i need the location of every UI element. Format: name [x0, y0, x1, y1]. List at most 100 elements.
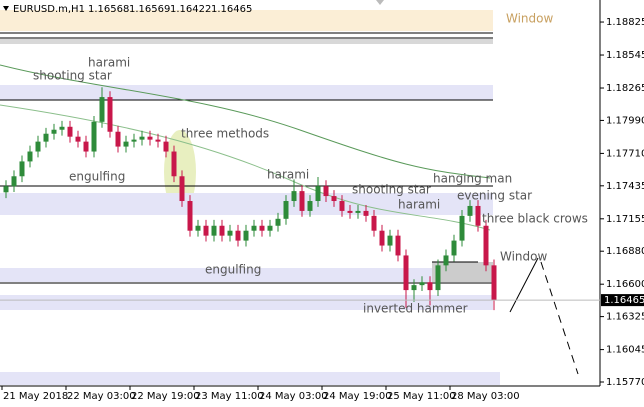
candle-body	[219, 225, 225, 236]
candle-body	[475, 205, 481, 226]
menu-arrow[interactable]	[3, 6, 9, 11]
y-tick-label: 1.16880	[606, 246, 644, 257]
candle-body	[171, 151, 177, 177]
y-tick-label: 1.18545	[606, 50, 644, 61]
projection	[540, 261, 579, 375]
pattern-label: harami	[88, 56, 130, 70]
y-tick-label: 1.18265	[606, 83, 644, 94]
candle-body	[203, 225, 209, 236]
pattern-label: Window	[500, 250, 548, 264]
x-tick-label: 23 May 11:00	[195, 391, 264, 402]
candle-body	[411, 285, 417, 291]
y-tick-label: 1.17990	[606, 115, 644, 126]
candle-body	[331, 196, 337, 202]
pattern-label: inverted hammer	[363, 302, 468, 316]
candle-body	[459, 215, 465, 241]
candle-body	[11, 176, 17, 187]
candle-body	[379, 230, 385, 246]
pattern-label: shooting star	[33, 69, 112, 83]
candle-body	[75, 136, 81, 142]
zone	[0, 295, 493, 310]
y-tick-label: 1.17435	[606, 181, 644, 192]
candle-body	[355, 210, 361, 213]
candle-body	[139, 136, 145, 140]
candle-body	[387, 235, 393, 246]
candle-body	[315, 186, 321, 202]
candle-body	[155, 139, 161, 142]
x-tick-label: 22 May 03:00	[67, 391, 136, 402]
header-value: 1.16422	[170, 4, 211, 15]
candle-body	[267, 225, 273, 231]
symbol: EURUSD.m,H1	[13, 4, 85, 15]
candle-body	[419, 282, 425, 286]
candle-body	[243, 230, 249, 241]
pattern-label: Window	[506, 12, 554, 26]
candle-body	[67, 126, 73, 137]
candle-body	[3, 186, 9, 193]
price-label: 1.16465	[604, 295, 644, 306]
candle-body	[259, 225, 265, 231]
candle-body	[323, 186, 329, 197]
header-value: 1.16569	[129, 4, 170, 15]
window-zone	[432, 262, 493, 282]
x-tick-label: 22 May 19:00	[131, 391, 200, 402]
pattern-label: engulfing	[205, 263, 261, 277]
candle-body	[115, 131, 121, 147]
candle-body	[195, 225, 201, 231]
y-tick-label: 1.16325	[606, 312, 644, 323]
candle-body	[51, 129, 57, 134]
y-tick-label: 1.17710	[606, 148, 644, 159]
candle-body	[27, 151, 33, 162]
pattern-label: three black crows	[482, 212, 588, 226]
candle-body	[227, 230, 233, 236]
candle-body	[443, 255, 449, 266]
candle-body	[251, 225, 257, 231]
candle-body	[123, 141, 129, 147]
candle-body	[299, 191, 305, 211]
pattern-label: hanging man	[433, 172, 512, 186]
header-value: 1.16465	[211, 4, 252, 15]
y-tick-label: 1.16045	[606, 345, 644, 356]
x-tick-label: 28 May 03:00	[451, 391, 520, 402]
zone	[0, 372, 500, 385]
candle-body	[187, 201, 193, 231]
pattern-label: evening star	[457, 189, 532, 203]
pattern-label: engulfing	[69, 170, 125, 184]
candle-body	[59, 126, 65, 130]
candle-body	[19, 161, 25, 177]
pattern-label: three methods	[181, 127, 269, 141]
candle-body	[363, 210, 369, 216]
candle-body	[275, 218, 281, 226]
candle-body	[211, 225, 217, 236]
candle-body	[371, 215, 377, 231]
pattern-label: harami	[267, 168, 309, 182]
pattern-label: shooting star	[352, 183, 431, 197]
scroll-arrow[interactable]	[376, 0, 384, 5]
candle-body	[147, 136, 153, 140]
candle-body	[403, 255, 409, 291]
zone	[0, 268, 493, 282]
candle-body	[491, 265, 497, 301]
candle-body	[347, 210, 353, 213]
candle-body	[395, 235, 401, 256]
candle-body	[427, 282, 433, 291]
candle-body	[339, 201, 345, 211]
candle-body	[451, 240, 457, 256]
candle-body	[35, 141, 41, 152]
y-tick-label: 1.18825	[606, 17, 644, 28]
candle-body	[283, 201, 289, 219]
candle-body	[307, 201, 313, 211]
price-box	[601, 294, 644, 307]
x-tick-label: 24 May 03:00	[259, 391, 328, 402]
candle-body	[83, 141, 89, 152]
moving-average	[0, 64, 491, 179]
y-tick-label: 1.16600	[606, 279, 644, 290]
zone	[0, 85, 493, 100]
candle-body	[163, 141, 169, 152]
candle-body	[179, 176, 185, 202]
candle-body	[435, 265, 441, 291]
x-tick-label: 24 May 19:00	[323, 391, 392, 402]
zone	[0, 39, 493, 44]
y-tick-label: 1.15770	[606, 377, 644, 388]
